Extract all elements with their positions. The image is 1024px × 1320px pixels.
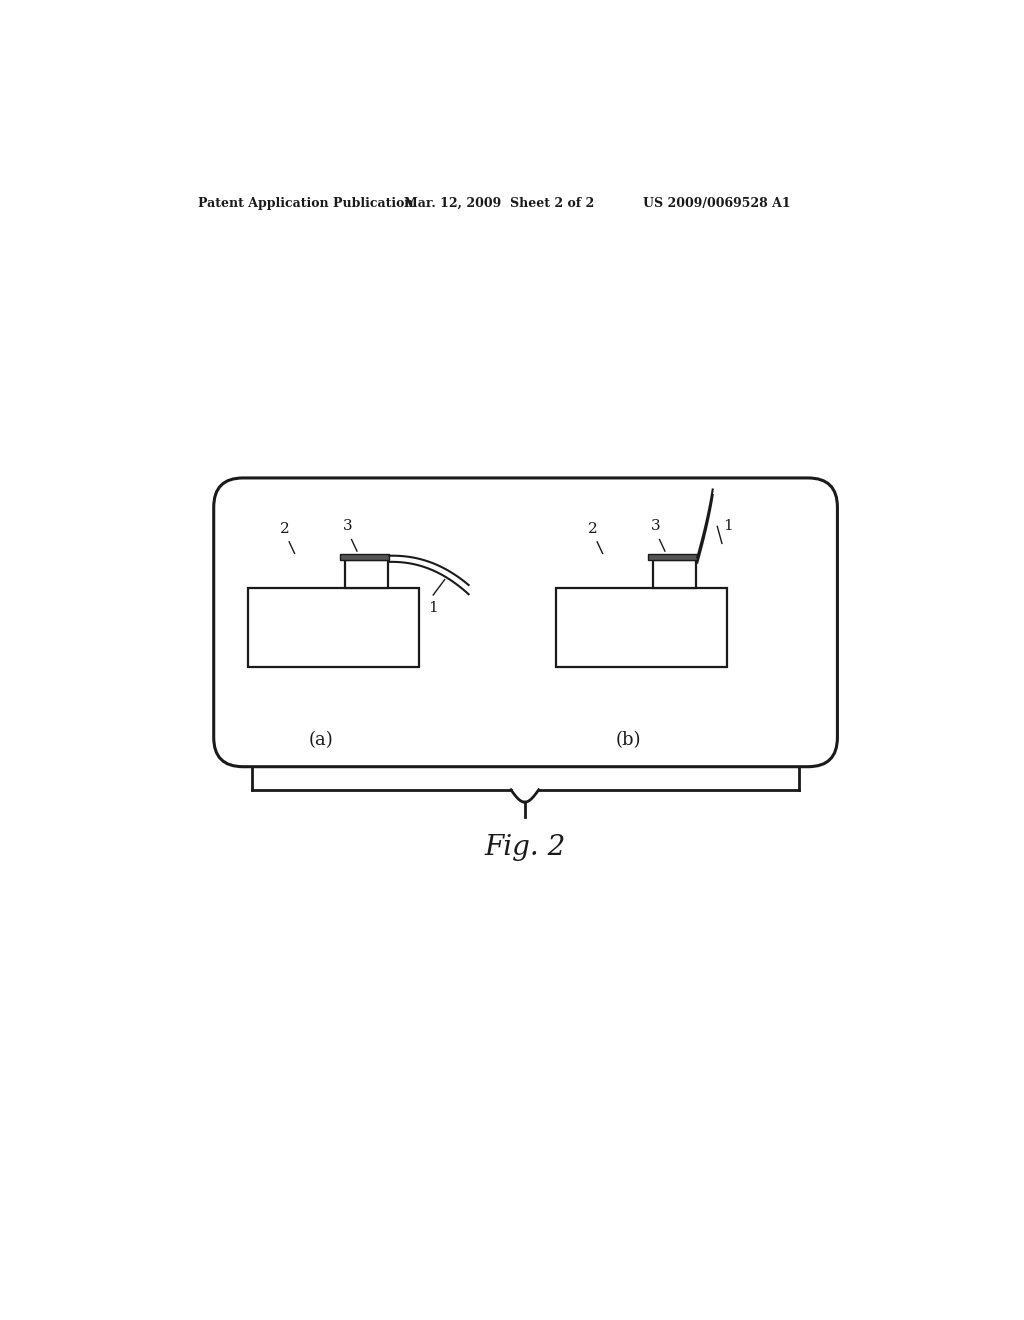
Text: 3: 3 [651,519,660,533]
Bar [652,560,695,589]
Bar [556,589,727,667]
Text: 1: 1 [724,520,733,533]
FancyBboxPatch shape [214,478,838,767]
Bar [648,554,697,561]
Bar [248,589,419,667]
Text: Mar. 12, 2009  Sheet 2 of 2: Mar. 12, 2009 Sheet 2 of 2 [403,197,594,210]
Text: US 2009/0069528 A1: US 2009/0069528 A1 [643,197,791,210]
Bar [345,560,388,589]
Text: (a): (a) [308,731,333,748]
Text: 1: 1 [428,601,438,615]
Text: 2: 2 [588,521,597,536]
Text: 3: 3 [343,519,352,533]
Text: 2: 2 [280,521,290,536]
Bar [340,554,389,561]
Text: (b): (b) [616,731,641,748]
Text: Patent Application Publication: Patent Application Publication [199,197,414,210]
Text: Fig. 2: Fig. 2 [484,834,565,861]
